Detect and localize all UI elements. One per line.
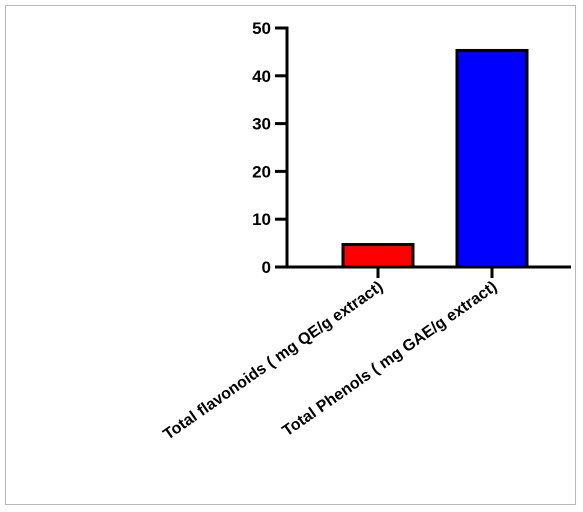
bars-group: [341, 48, 529, 269]
y-ticks-group: 0 10 20 30 40 50: [252, 19, 287, 277]
bar-1: [341, 243, 415, 269]
x-category-label: Total flavonoids ( mg QE/g extract): [161, 278, 387, 443]
y-tick-label: 0: [262, 258, 271, 277]
y-tick-label: 10: [252, 210, 271, 229]
x-ticks-group: Total flavonoids ( mg QE/g extract)Total…: [161, 267, 501, 444]
y-tick-label: 30: [252, 115, 271, 134]
y-tick-label: 50: [252, 19, 271, 38]
y-tick-label: 20: [252, 162, 271, 181]
x-category-label: Total Phenols ( mg GAE/g extract): [280, 278, 501, 440]
chart-frame: [5, 5, 576, 505]
y-tick-label: 40: [252, 67, 271, 86]
bar-2: [455, 48, 529, 269]
